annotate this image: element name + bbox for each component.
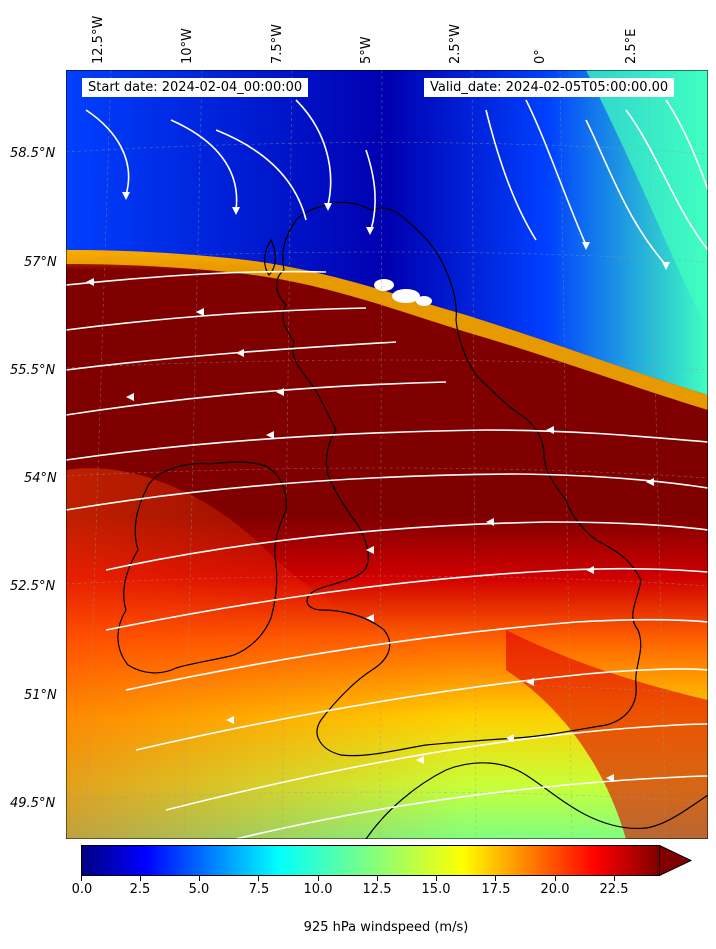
lon-tick-label: 7.5°W [270,23,285,64]
lat-tick-label: 52.5°N [10,579,56,594]
colorbar-tick-label: 10.0 [303,882,333,897]
lat-tick-label: 55.5°N [10,363,56,378]
lon-tick-label: 0° [533,49,548,64]
orange-region [66,468,466,839]
lat-tick-label: 49.5°N [10,796,56,811]
colorbar-tick-label: 22.5 [599,882,629,897]
lat-tick-label: 58.5°N [10,146,56,161]
missing-data-patch [374,279,432,306]
colorbar-tick-label: 20.0 [540,882,570,897]
ireland-coastline [117,461,287,674]
colorbar-tick-label: 7.5 [248,882,270,897]
lat-tick-label: 54°N [24,471,57,486]
great-britain-coastline [276,201,642,757]
colorbar-tick-mark [140,876,141,881]
lon-tick-label: 2.5°E [624,28,639,64]
lat-tick-label: 57°N [24,255,57,270]
streamline-arrows [86,192,670,782]
gridlines [66,70,708,839]
streamlines [66,99,708,839]
colorbar-tick-mark [258,876,259,881]
colorbar-tick-mark [495,876,496,881]
colorbar-tick-mark [199,876,200,881]
valid-date-label: Valid_date: 2024-02-05T05:00:00.00 [424,78,675,97]
red-region [506,630,708,839]
lon-tick-label: 10°W [180,28,195,64]
lon-tick-label: 2.5°W [448,23,463,64]
colorbar-tick-label: 17.5 [481,882,511,897]
colorbar-tick-mark [318,876,319,881]
colorbar-tick-label: 12.5 [362,882,392,897]
colorbar-tick-mark [555,876,556,881]
start-date-label: Start date: 2024-02-04_00:00:00 [82,78,309,97]
colorbar-tick-label: 2.5 [129,882,151,897]
lon-tick-label: 5°W [359,36,374,64]
colorbar [81,845,693,877]
colorbar-tick-mark [614,876,615,881]
colorbar-gradient [81,845,660,876]
lat-tick-label: 51°N [24,688,57,703]
colorbar-tick-mark [436,876,437,881]
colorbar-extend-arrow [659,845,693,877]
colorbar-tick-mark [81,876,82,881]
windspeed-map [66,70,708,839]
lon-tick-label: 12.5°W [91,15,106,64]
colorbar-title: 925 hPa windspeed (m/s) [303,920,469,935]
colorbar-tick-mark [377,876,378,881]
colorbar-tick-label: 0.0 [71,882,93,897]
hebrides-coastline [264,238,276,276]
colorbar-tick-label: 5.0 [188,882,210,897]
cyan-region [586,70,708,330]
colorbar-tick-label: 15.0 [421,882,451,897]
